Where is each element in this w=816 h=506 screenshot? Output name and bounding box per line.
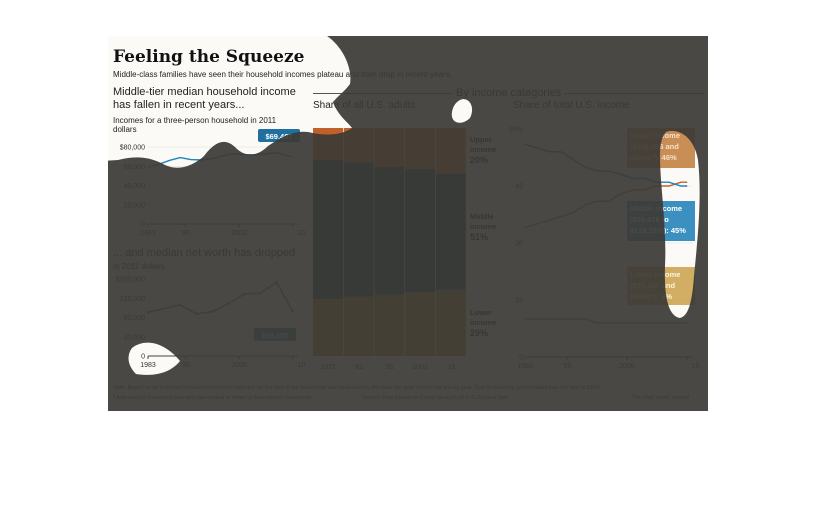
chart1-point [179, 157, 181, 159]
chart4-point [668, 181, 670, 183]
chart1-subtitle: Incomes for a three-person household in … [113, 116, 277, 134]
chart1-point [168, 159, 170, 161]
chart4-point [668, 185, 670, 187]
infographic: Feeling the Squeeze Middle-class families… [108, 36, 708, 411]
chart1-callout-label: $69,487 [265, 132, 292, 141]
dark-overlay [108, 36, 708, 411]
chart4-point [680, 185, 682, 187]
page-title: Feeling the Squeeze [113, 47, 305, 67]
chart1-title: Middle-tier median household income has … [113, 86, 296, 111]
chart1-ytick-label: $80,000 [120, 145, 145, 152]
page-subtitle: Middle-class families have seen their ho… [113, 70, 452, 79]
chart2-ytick-label: 0 [141, 354, 145, 361]
chart4-point [686, 185, 688, 187]
chart1-point [190, 159, 192, 161]
chart4-point [686, 181, 688, 183]
overlay-shape [108, 36, 708, 411]
chart4-point [680, 181, 682, 183]
chart2-xtick-label: 1983 [140, 362, 156, 369]
